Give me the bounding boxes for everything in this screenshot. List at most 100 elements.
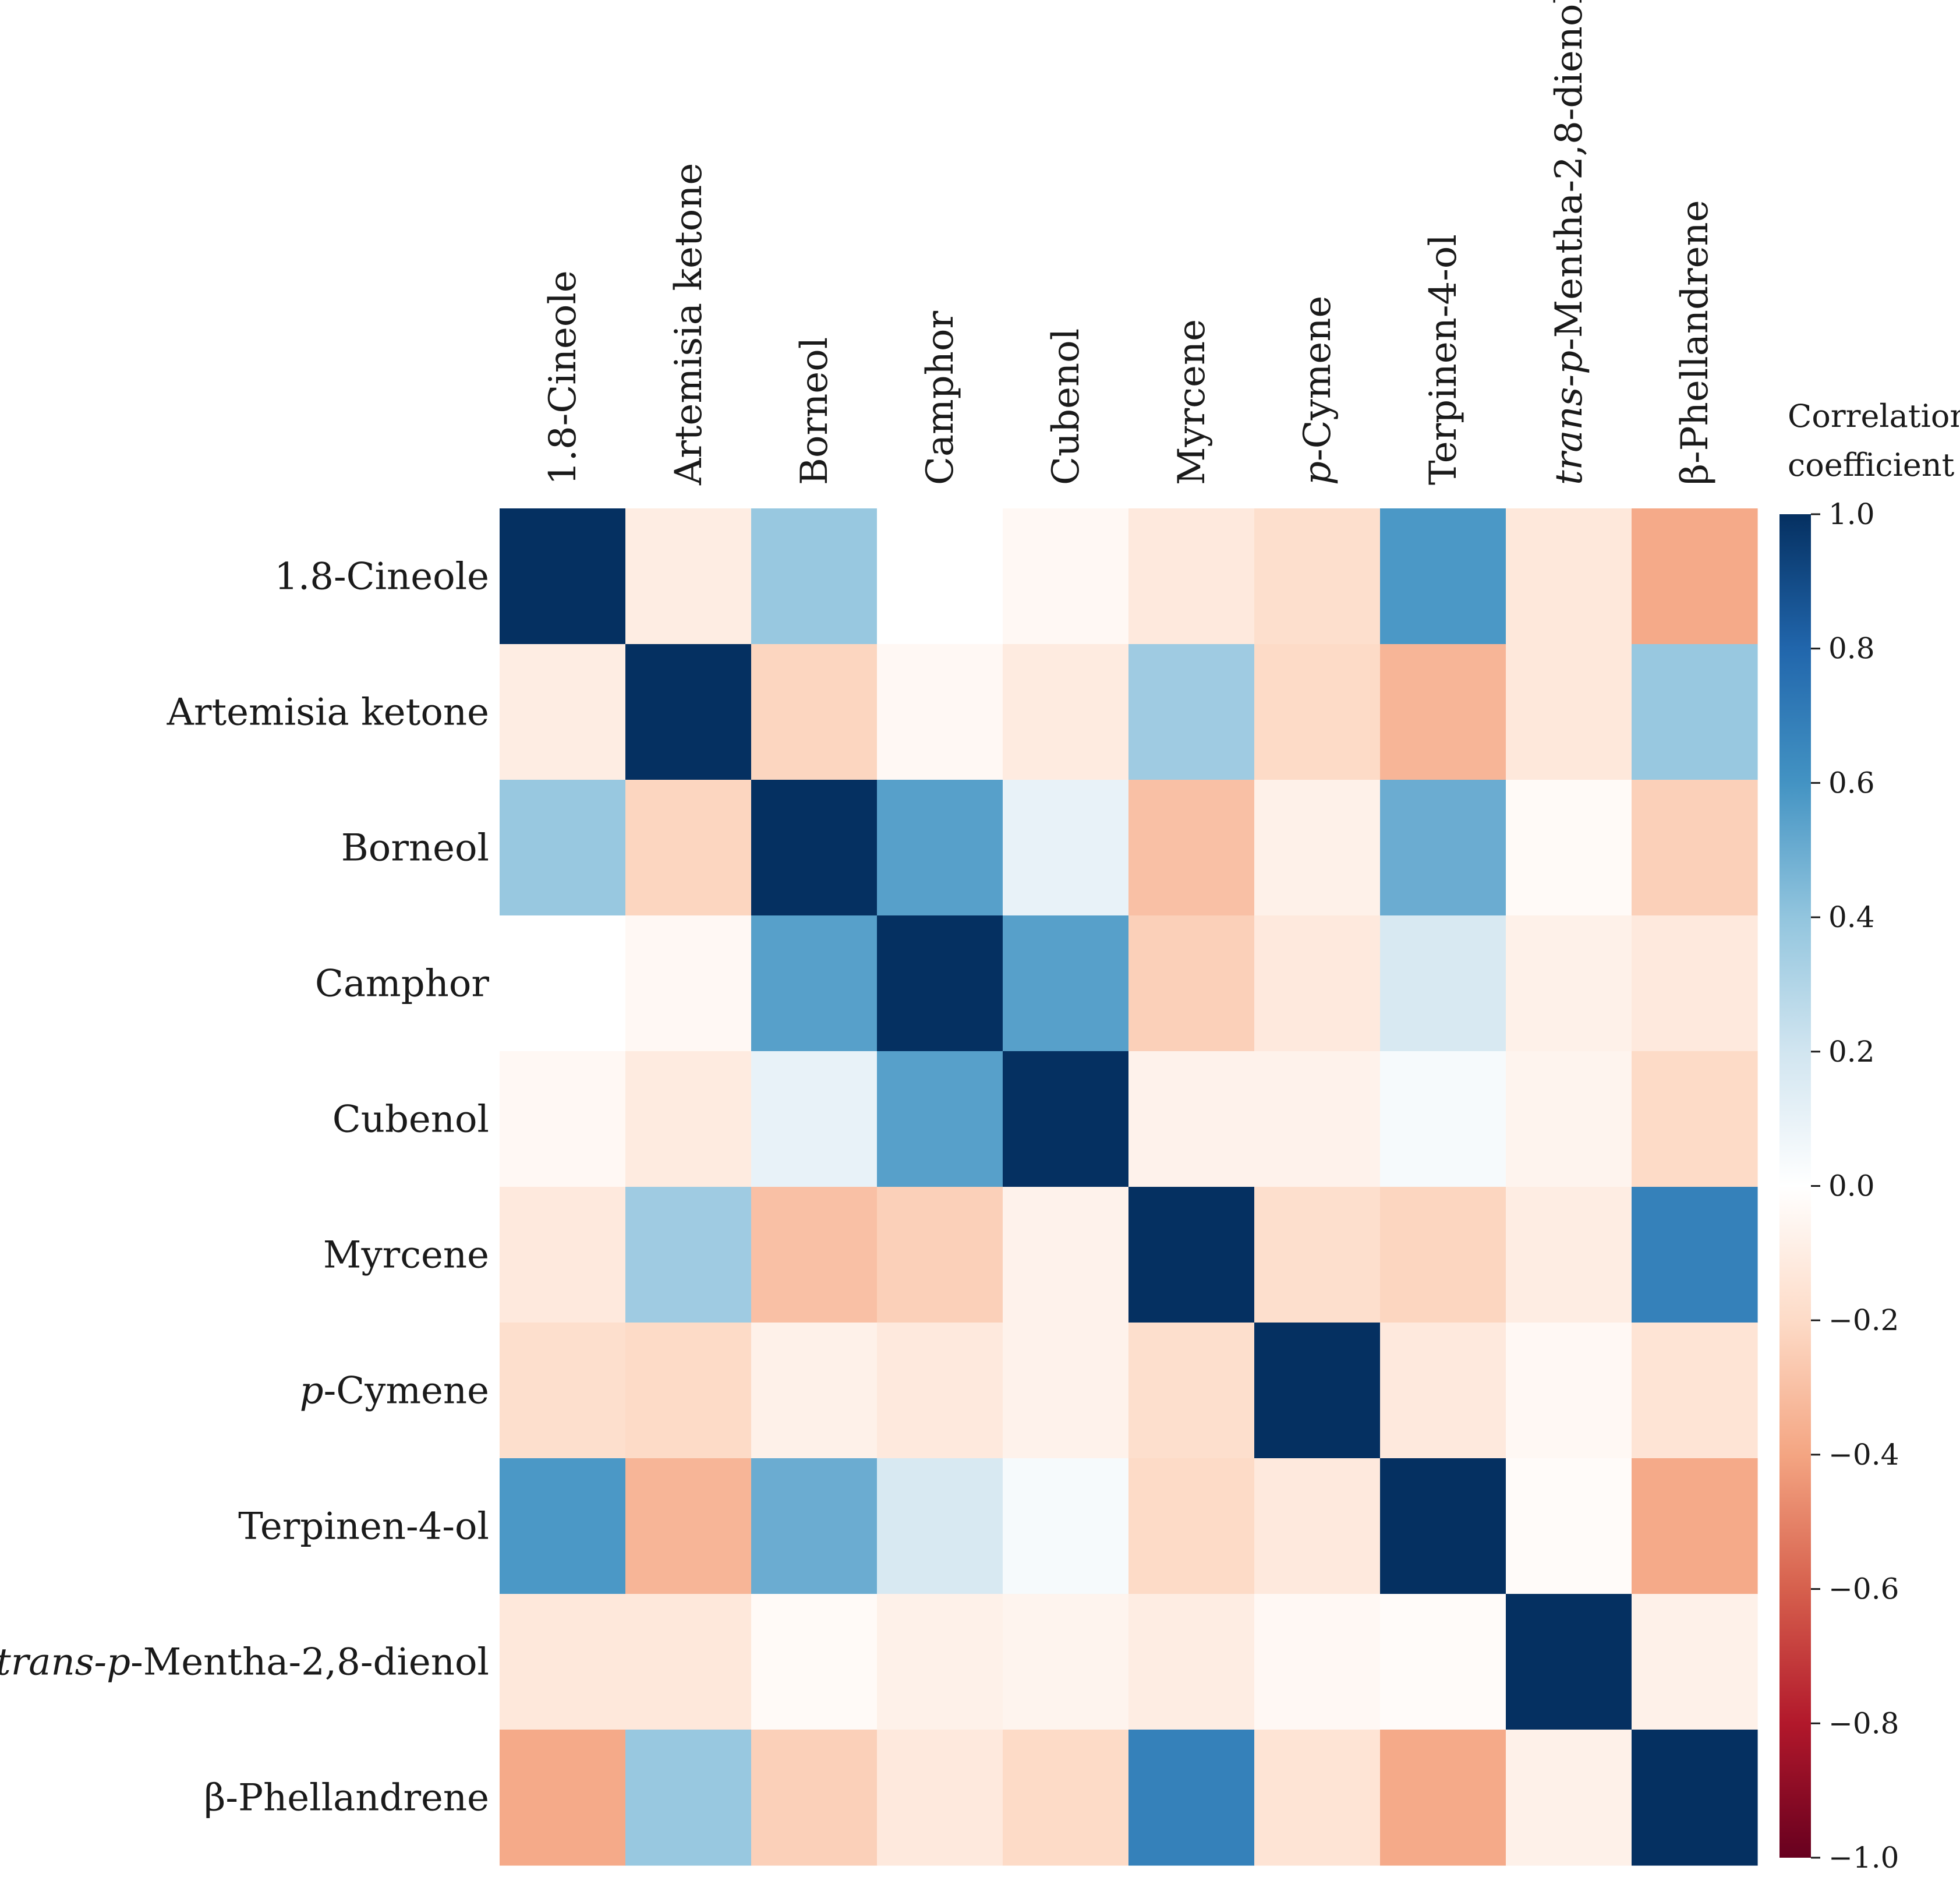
heatmap-cell bbox=[751, 1594, 878, 1730]
column-label: Camphor bbox=[919, 310, 962, 485]
heatmap-cell bbox=[1254, 644, 1381, 780]
heatmap-cell bbox=[1254, 915, 1381, 1052]
heatmap-cell bbox=[1380, 1594, 1506, 1730]
heatmap-cell bbox=[1003, 915, 1129, 1052]
row-label: Cubenol bbox=[332, 1098, 489, 1141]
heatmap-cell bbox=[1128, 1458, 1255, 1594]
heatmap-cell bbox=[1128, 508, 1255, 645]
heatmap-cell bbox=[625, 1458, 752, 1594]
row-label: Camphor bbox=[315, 963, 490, 1006]
heatmap-cell bbox=[1506, 1187, 1632, 1323]
heatmap-cell bbox=[1254, 780, 1381, 916]
heatmap-cell bbox=[1128, 1730, 1255, 1866]
heatmap-cell bbox=[625, 1730, 752, 1866]
heatmap-cell bbox=[1632, 1730, 1758, 1866]
heatmap-cell bbox=[1506, 915, 1632, 1052]
heatmap-cell bbox=[877, 1730, 1003, 1866]
heatmap-cell bbox=[1380, 508, 1506, 645]
heatmap-cell bbox=[1003, 1051, 1129, 1187]
heatmap-cell bbox=[500, 1187, 626, 1323]
column-label: Cubenol bbox=[1045, 328, 1088, 485]
heatmap-cell bbox=[877, 1187, 1003, 1323]
heatmap-cell bbox=[751, 508, 878, 645]
heatmap-cell bbox=[500, 1323, 626, 1459]
row-label: β-Phellandrene bbox=[204, 1777, 489, 1820]
heatmap-cell bbox=[1506, 1323, 1632, 1459]
heatmap-cell bbox=[1506, 1594, 1632, 1730]
heatmap-cell bbox=[877, 1323, 1003, 1459]
heatmap-cell bbox=[1506, 644, 1632, 780]
heatmap-cell bbox=[877, 1594, 1003, 1730]
heatmap-cell bbox=[1380, 1730, 1506, 1866]
heatmap-cell bbox=[1632, 1458, 1758, 1594]
heatmap-cell bbox=[500, 1051, 626, 1187]
heatmap-cell bbox=[625, 1594, 752, 1730]
column-label: p-Cymene bbox=[1296, 296, 1339, 485]
heatmap-cell bbox=[1254, 1730, 1381, 1866]
heatmap-cell bbox=[1128, 644, 1255, 780]
heatmap-cell bbox=[1632, 1594, 1758, 1730]
heatmap-cell bbox=[751, 1051, 878, 1187]
heatmap-cell bbox=[1003, 644, 1129, 780]
heatmap-cell bbox=[1254, 1323, 1381, 1459]
heatmap-cell bbox=[500, 1458, 626, 1594]
heatmap-cell bbox=[1003, 1594, 1129, 1730]
heatmap-cell bbox=[1506, 780, 1632, 916]
column-label: Artemisia ketone bbox=[667, 163, 710, 486]
colorbar: 1.0 0.8 0.6 0.4 0.2 0.0 −0.2 −0.4 −0.6 −0.8 −1.0 Co… bbox=[1779, 398, 1960, 1875]
column-label: Myrcene bbox=[1170, 319, 1213, 485]
colorbar-tick-label: −0.2 bbox=[1828, 1303, 1899, 1337]
column-label: Terpinen-4-ol bbox=[1422, 234, 1465, 485]
heatmap-cell bbox=[1506, 1458, 1632, 1594]
heatmap-cell bbox=[877, 644, 1003, 780]
heatmap-cell bbox=[500, 1730, 626, 1866]
column-labels: 1.8-Cineole Artemisia ketone Borneol Campho… bbox=[542, 0, 1717, 486]
colorbar-tick-label: 0.0 bbox=[1828, 1169, 1875, 1203]
colorbar-gradient bbox=[1779, 514, 1811, 1858]
heatmap-cell bbox=[877, 1051, 1003, 1187]
heatmap-cell bbox=[877, 915, 1003, 1052]
heatmap-cell bbox=[625, 508, 752, 645]
colorbar-tick-label: 0.6 bbox=[1828, 766, 1875, 800]
heatmap-cell bbox=[500, 508, 626, 645]
heatmap-cell bbox=[877, 780, 1003, 916]
colorbar-tick-label: 1.0 bbox=[1828, 497, 1875, 531]
heatmap-cell bbox=[751, 1187, 878, 1323]
heatmap-cell bbox=[1506, 1730, 1632, 1866]
row-label: trans-p-Mentha-2,8-dienol bbox=[0, 1641, 489, 1684]
row-label: Artemisia ketone bbox=[167, 691, 489, 734]
heatmap-cell bbox=[625, 780, 752, 916]
colorbar-title: Correlation bbox=[1788, 398, 1960, 434]
row-label: Terpinen-4-ol bbox=[238, 1505, 489, 1548]
heatmap-cell bbox=[877, 1458, 1003, 1594]
heatmap-cell bbox=[625, 1051, 752, 1187]
heatmap-cell bbox=[1003, 1187, 1129, 1323]
heatmap-cell bbox=[1632, 644, 1758, 780]
row-label: 1.8-Cineole bbox=[274, 556, 489, 599]
colorbar-tick-label: 0.8 bbox=[1828, 632, 1875, 666]
colorbar-tick-label: −0.4 bbox=[1828, 1438, 1899, 1472]
heatmap-cell bbox=[1380, 1458, 1506, 1594]
row-label: Borneol bbox=[341, 827, 489, 870]
heatmap-cell bbox=[1003, 1730, 1129, 1866]
row-label: Myrcene bbox=[323, 1234, 489, 1277]
heatmap-cell bbox=[751, 644, 878, 780]
heatmap-cell bbox=[1128, 1187, 1255, 1323]
colorbar-tick-label: −0.6 bbox=[1828, 1572, 1899, 1606]
heatmap-cell bbox=[1632, 508, 1758, 645]
row-label: p-Cymene bbox=[300, 1370, 489, 1413]
column-label: 1.8-Cineole bbox=[542, 270, 585, 485]
colorbar-tick-label: 0.2 bbox=[1828, 1035, 1875, 1069]
heatmap-cell bbox=[1128, 1323, 1255, 1459]
heatmap-cell bbox=[1632, 915, 1758, 1052]
column-label: β-Phellandrene bbox=[1674, 200, 1717, 485]
heatmap-cell bbox=[1380, 644, 1506, 780]
heatmap-cell bbox=[1632, 780, 1758, 916]
heatmap-cell bbox=[1380, 1187, 1506, 1323]
heatmap-cell bbox=[1632, 1323, 1758, 1459]
heatmap-cell bbox=[751, 780, 878, 916]
heatmap-cell bbox=[1003, 1458, 1129, 1594]
heatmap-cell bbox=[1128, 1051, 1255, 1187]
